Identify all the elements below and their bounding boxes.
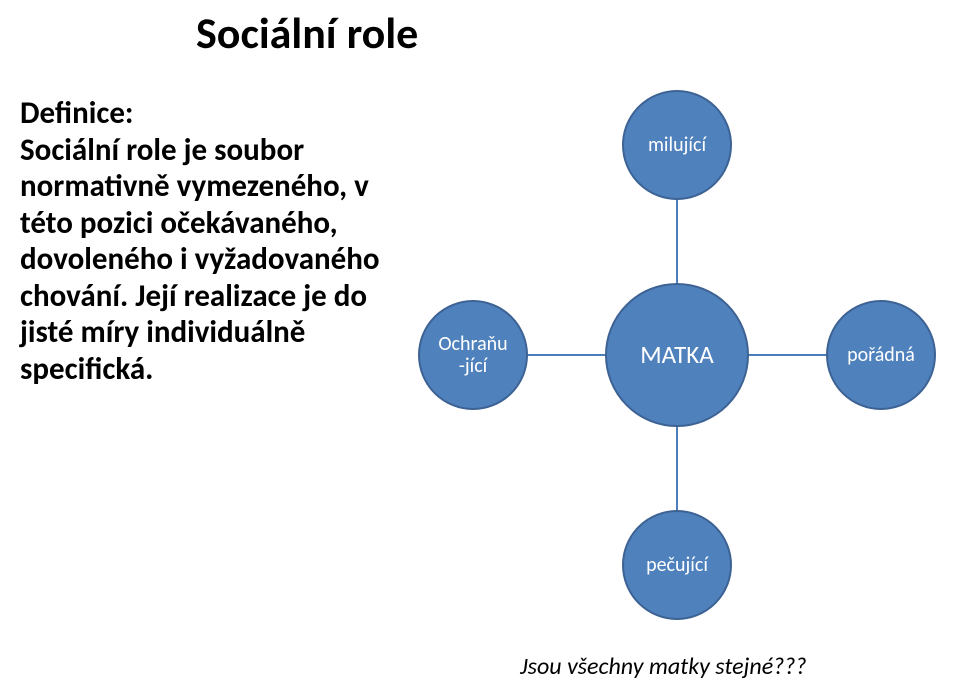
footer-question: Jsou všechny matky stejné??? bbox=[520, 652, 807, 681]
page-title: Sociální role bbox=[196, 6, 418, 60]
role-diagram: MATKA milující Ochraňu -jící pořádná pečujíc… bbox=[400, 70, 959, 630]
definition-body: Sociální role je soubor normativně vymez… bbox=[20, 131, 380, 388]
definition-label: Definice: bbox=[20, 94, 133, 132]
definition-text: Definice:Sociální role je soubor normati… bbox=[20, 95, 400, 388]
diagram-node-bottom: pečující bbox=[622, 510, 732, 620]
diagram-node-center: MATKA bbox=[605, 283, 749, 427]
diagram-node-top: milující bbox=[622, 90, 732, 200]
diagram-node-left: Ochraňu -jící bbox=[418, 300, 528, 410]
diagram-node-right: pořádná bbox=[826, 300, 936, 410]
slide: Sociální role Definice:Sociální role je … bbox=[0, 0, 959, 696]
